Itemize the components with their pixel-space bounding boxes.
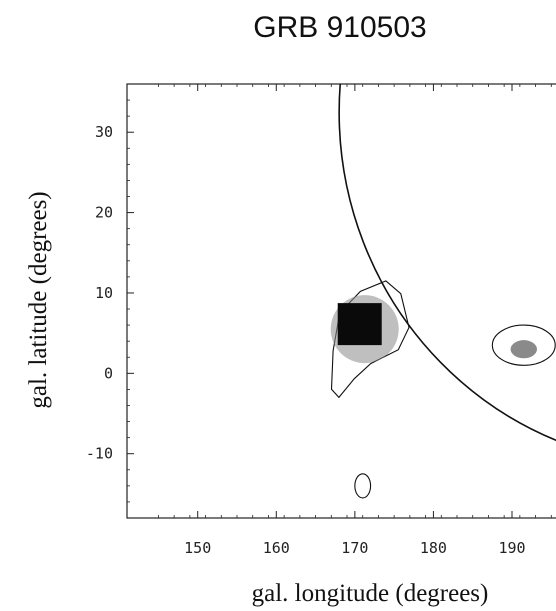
- source-core: [337, 303, 382, 346]
- error-circle: [338, 84, 556, 442]
- x-tick-label: 180: [420, 539, 447, 557]
- x-tick-labels: 150 160 170 180 190: [184, 539, 525, 557]
- y-axis-label: gal. latitude (degrees): [25, 191, 52, 408]
- y-tick-label: 30: [95, 123, 113, 141]
- x-tick-label: 190: [498, 539, 525, 557]
- source-region: [491, 324, 556, 366]
- y-tick-label: -10: [86, 445, 113, 463]
- y-tick-label: 10: [95, 284, 113, 302]
- source-regions: [330, 280, 556, 499]
- x-tick-label: 170: [341, 539, 368, 557]
- x-axis-label: gal. longitude (degrees): [252, 580, 489, 607]
- source-contour: [354, 473, 372, 499]
- y-tick-labels: 30 20 10 0 -10: [86, 123, 113, 462]
- chart-title: GRB 910503: [253, 11, 426, 44]
- error-circle-arc: [338, 84, 556, 442]
- axis-ticks: [127, 84, 552, 518]
- x-tick-label: 160: [263, 539, 290, 557]
- source-region: [354, 473, 372, 499]
- source-region: [330, 280, 410, 399]
- plot-area: [126, 83, 556, 519]
- source-contour: [491, 324, 556, 366]
- x-tick-label: 150: [184, 539, 211, 557]
- y-tick-label: 0: [104, 364, 113, 382]
- source-shading: [510, 340, 537, 359]
- y-tick-label: 20: [95, 204, 113, 222]
